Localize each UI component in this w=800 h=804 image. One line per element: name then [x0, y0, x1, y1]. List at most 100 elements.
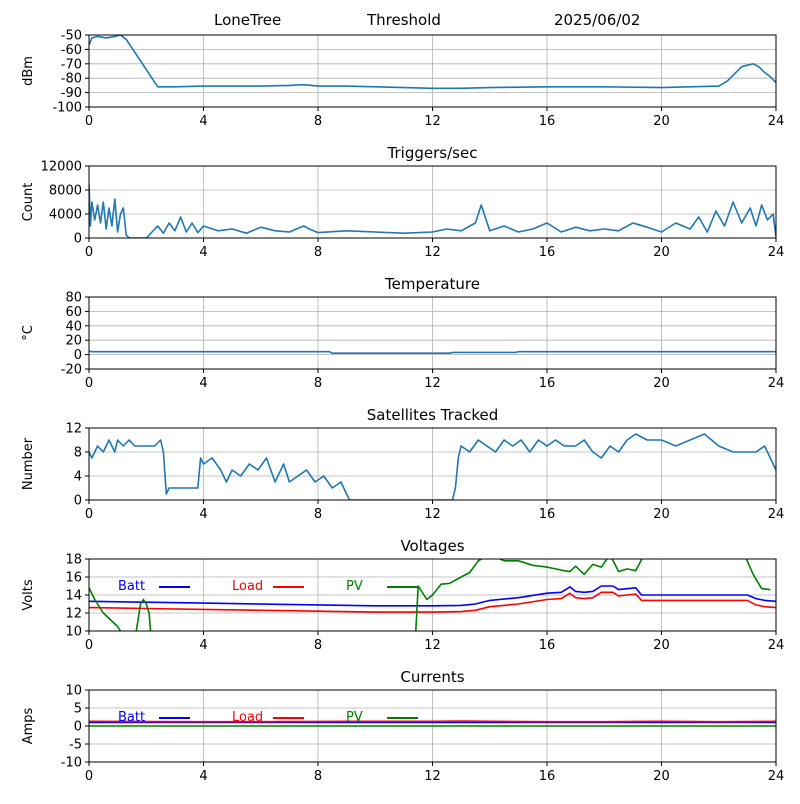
y-tick-label: -100 [52, 101, 82, 116]
series-line-0 [89, 183, 776, 238]
x-tick-label: 0 [85, 507, 93, 522]
y-axis-label: dBm [21, 56, 36, 86]
x-tick-label: 0 [85, 769, 93, 784]
x-tick-label: 12 [424, 769, 441, 784]
x-tick-label: 16 [539, 769, 556, 784]
series-group [89, 35, 776, 90]
y-tick-label: 5 [74, 702, 82, 717]
trigger-mode: Threshold [367, 11, 441, 29]
x-tick-label: 24 [768, 114, 785, 129]
x-tick-label: 24 [768, 638, 785, 653]
x-tick-label: 20 [653, 769, 670, 784]
series-group [89, 559, 776, 631]
x-tick-label: 24 [768, 769, 785, 784]
x-tick-label: 4 [199, 245, 207, 260]
x-tick-label: 8 [314, 376, 322, 391]
x-tick-label: 0 [85, 376, 93, 391]
series-line-0 [89, 350, 776, 355]
y-axis-label: °C [21, 325, 36, 341]
x-tick-label: 8 [314, 507, 322, 522]
x-tick-label: 4 [199, 638, 207, 653]
y-tick-label: 14 [65, 589, 82, 604]
x-tick-label: 8 [314, 245, 322, 260]
panel-4: 0 4 8 12 16 20 24 10 12 14 16 18 Voltages Volts Batt Lo… [21, 537, 785, 653]
x-tick-label: 20 [653, 638, 670, 653]
y-tick-label: 12000 [41, 160, 82, 175]
series-group [89, 183, 776, 238]
legend-label-pv: PV [346, 710, 363, 725]
x-tick-label: 24 [768, 507, 785, 522]
panel-title: Triggers/sec [387, 144, 478, 162]
panel-5: 0 4 8 12 16 20 24 -10 -5 0 5 10 Currents Amps Batt Load… [21, 668, 784, 784]
x-tick-label: 20 [653, 114, 670, 129]
series-group [89, 433, 776, 500]
panel-title: Currents [400, 668, 464, 686]
y-axis-label: Volts [21, 579, 36, 611]
y-tick-label: -90 [61, 86, 82, 101]
y-tick-label: 10 [65, 684, 82, 699]
x-tick-label: 0 [85, 114, 93, 129]
panel-title: Temperature [384, 275, 480, 293]
x-tick-label: 12 [424, 638, 441, 653]
x-tick-label: 16 [539, 245, 556, 260]
x-tick-label: 24 [768, 376, 785, 391]
x-tick-label: 0 [85, 245, 93, 260]
x-tick-label: 4 [199, 769, 207, 784]
x-tick-label: 0 [85, 638, 93, 653]
series-line-batt [89, 585, 776, 607]
y-tick-label: 12 [65, 422, 82, 437]
y-tick-label: 4 [74, 470, 82, 485]
x-tick-label: 8 [314, 769, 322, 784]
x-tick-label: 4 [199, 376, 207, 391]
y-tick-label: 80 [65, 291, 82, 306]
y-tick-label: 16 [65, 571, 82, 586]
y-tick-label: -80 [61, 72, 82, 87]
x-tick-label: 24 [768, 245, 785, 260]
series-group [89, 350, 776, 355]
y-tick-label: -60 [61, 43, 82, 58]
x-tick-label: 4 [199, 114, 207, 129]
y-tick-label: -50 [61, 29, 82, 44]
y-axis-label: Count [21, 183, 36, 222]
x-tick-label: 20 [653, 376, 670, 391]
x-tick-label: 20 [653, 507, 670, 522]
legend-label-batt: Batt [118, 579, 145, 594]
x-tick-label: 12 [424, 114, 441, 129]
panel-title: Voltages [400, 537, 464, 555]
series-line-load [89, 720, 776, 723]
y-tick-label: 4000 [49, 208, 82, 223]
x-tick-label: 16 [539, 507, 556, 522]
legend-label-load: Load [232, 579, 263, 594]
panel-0: 0 4 8 12 16 20 24 -50-60-70-80-90-100 dBm [21, 29, 784, 130]
panel-3: 0 4 8 12 16 20 24 0 4 8 12 Satellites Tracked Number [21, 406, 784, 522]
y-tick-label: 60 [65, 305, 82, 320]
legend-label-batt: Batt [118, 710, 145, 725]
series-line-0 [89, 35, 776, 90]
y-axis-label: Amps [21, 707, 36, 744]
report-date: 2025/06/02 [554, 11, 641, 29]
station-name: LoneTree [214, 11, 282, 29]
y-tick-label: -10 [61, 756, 82, 771]
y-tick-label: -5 [69, 738, 82, 753]
x-tick-label: 8 [314, 638, 322, 653]
x-tick-label: 12 [424, 245, 441, 260]
x-tick-label: 8 [314, 114, 322, 129]
y-tick-label: -70 [61, 57, 82, 72]
y-tick-label: -20 [61, 363, 82, 378]
x-tick-label: 4 [199, 507, 207, 522]
panel-1: 0 4 8 12 16 20 24 0 4000 8000 12000 Triggers/sec Cou… [21, 144, 784, 260]
y-tick-label: 8 [74, 446, 82, 461]
panel-title: Satellites Tracked [367, 406, 498, 424]
y-tick-label: 0 [74, 494, 82, 509]
y-axis-label: Number [21, 437, 36, 490]
legend-label-load: Load [232, 710, 263, 725]
series-group [89, 720, 776, 727]
x-tick-label: 20 [653, 245, 670, 260]
x-tick-label: 16 [539, 114, 556, 129]
x-tick-label: 12 [424, 507, 441, 522]
y-tick-label: 40 [65, 319, 82, 334]
y-tick-label: 0 [74, 348, 82, 363]
